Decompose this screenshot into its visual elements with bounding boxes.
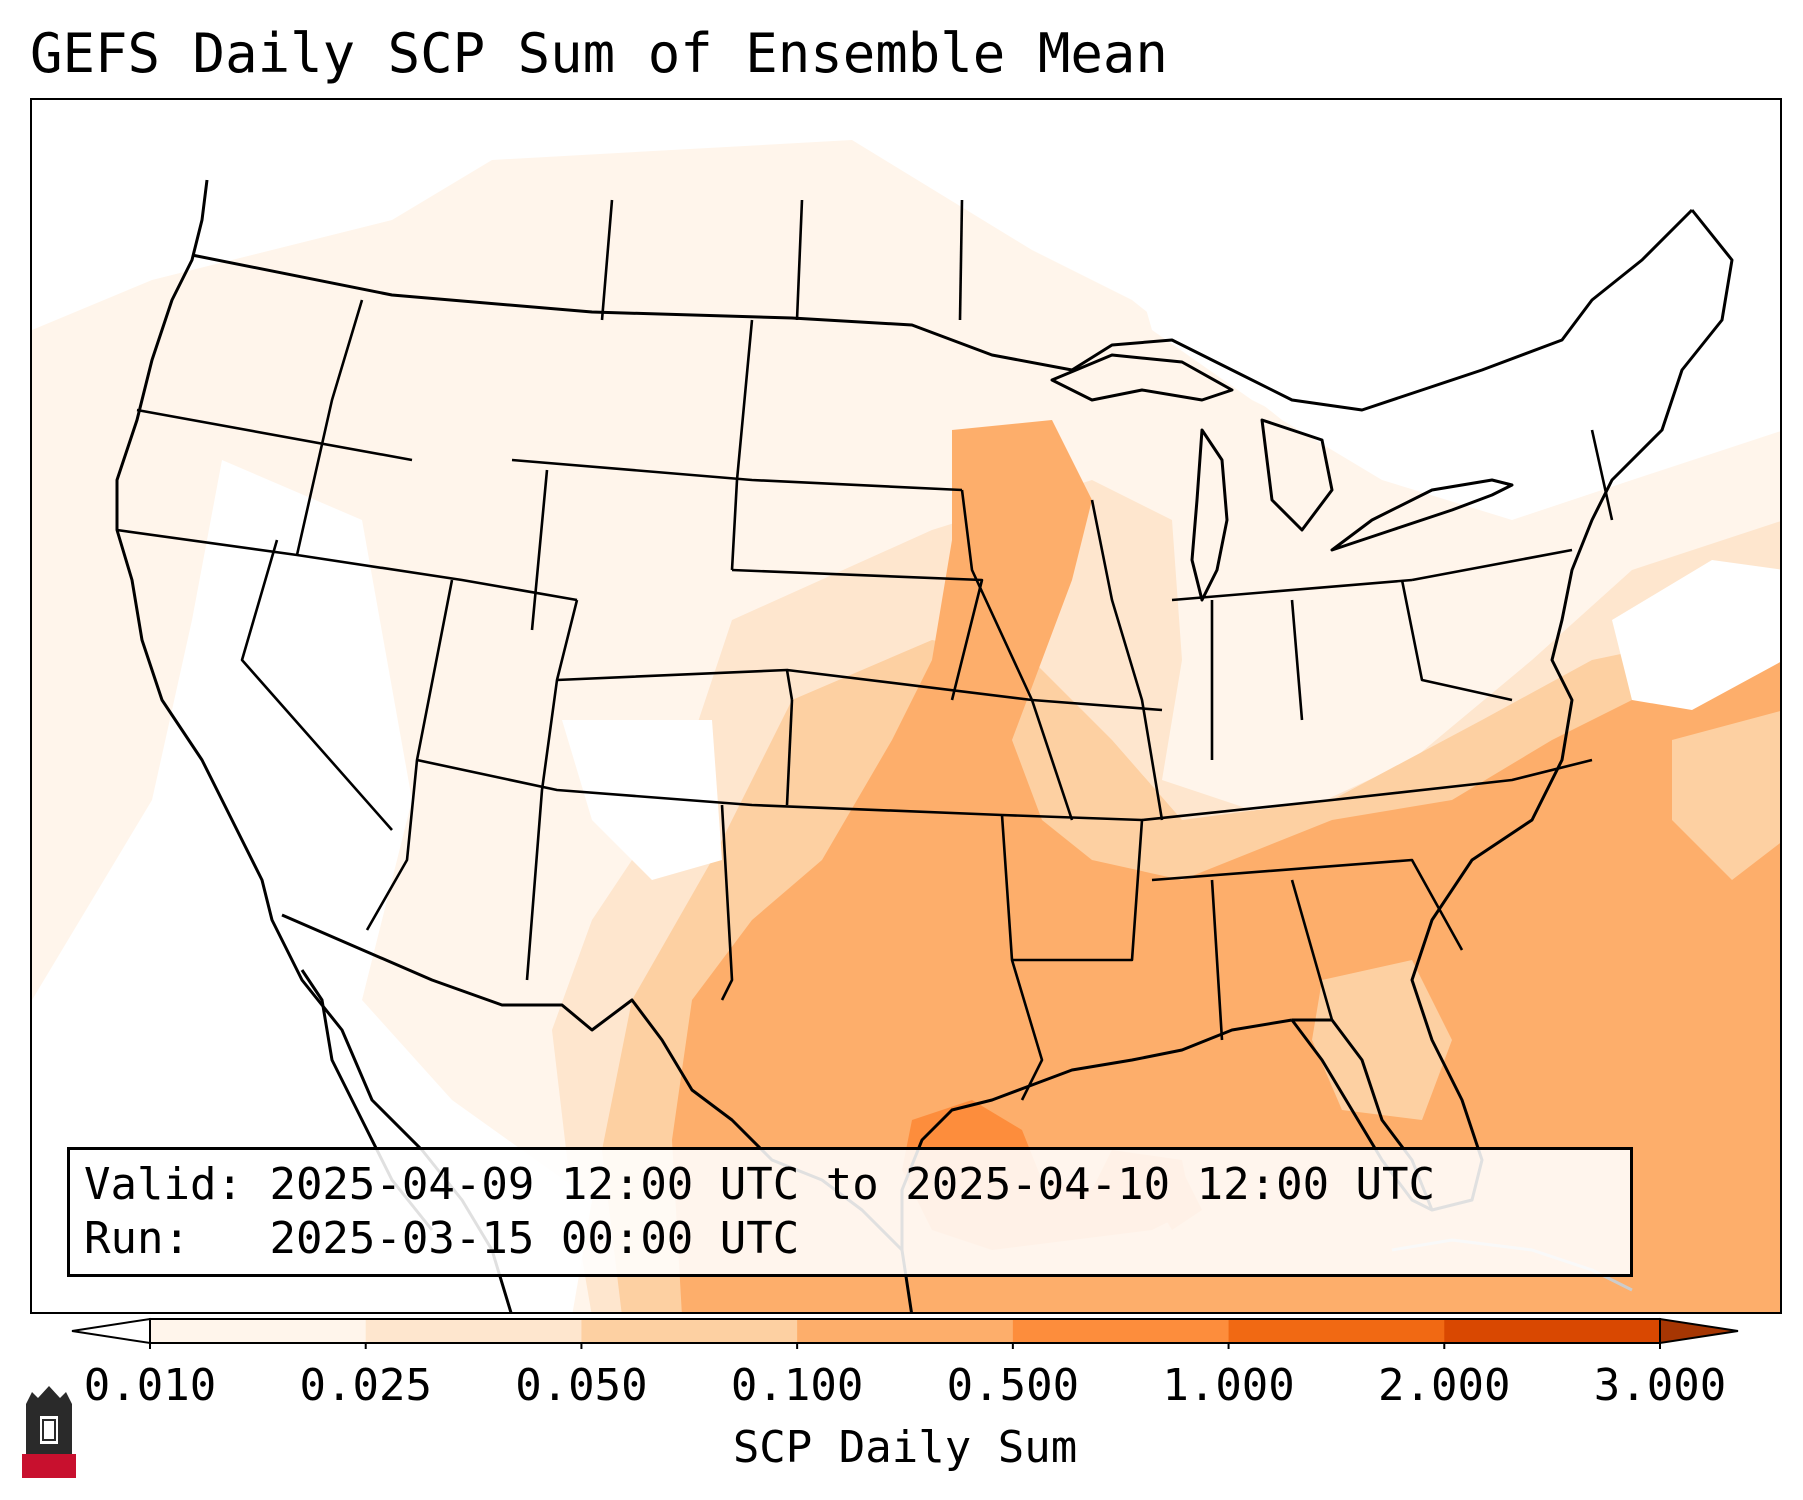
colorbar	[71, 1317, 1739, 1349]
state-line	[1000, 814, 1044, 1101]
colorbar-label: SCP Daily Sum	[732, 1422, 1078, 1473]
colorbar-tick-label: 0.025	[299, 1360, 432, 1411]
lake-michigan	[1190, 428, 1229, 602]
state-line	[720, 804, 734, 1001]
scp-field-none-sw	[562, 720, 722, 880]
colorbar-tick-label: 3.000	[1593, 1360, 1727, 1411]
state-line	[731, 568, 984, 701]
colorbar-tick-label: 0.010	[83, 1360, 217, 1411]
state-line	[416, 758, 1003, 817]
run-value: 2025-03-15 00:00 UTC	[269, 1213, 800, 1264]
state-line	[600, 199, 614, 321]
colorbar-tick-label: 0.500	[946, 1360, 1080, 1411]
colorbar-segment	[581, 1319, 798, 1343]
state-line	[960, 489, 1034, 701]
state-line	[1171, 578, 1413, 602]
colorbar-extend-low	[71, 1317, 151, 1345]
state-line	[1090, 499, 1164, 821]
state-line	[365, 579, 454, 931]
colorbar-segment	[365, 1319, 582, 1343]
niu-logo	[22, 1386, 76, 1478]
colorbar-segment	[1228, 1319, 1445, 1343]
colorbar-tick-label: 0.100	[730, 1360, 864, 1411]
colorbar-segment	[150, 1319, 367, 1343]
state-line	[1290, 879, 1334, 1021]
colorbar-tick-label: 2.000	[1378, 1360, 1511, 1411]
us-canada-border	[191, 208, 1694, 412]
scp-field-high	[672, 420, 1780, 1312]
colorbar-segment	[797, 1319, 1014, 1343]
valid-line: Valid: 2025-04-09 12:00 UTC to 2025-04-1…	[84, 1158, 1616, 1212]
map-panel	[30, 98, 1782, 1314]
lake-superior	[1050, 353, 1234, 402]
colorbar-tick-label: 0.050	[515, 1360, 648, 1411]
state-line	[785, 699, 794, 806]
logo-window-grid	[42, 1419, 56, 1441]
colorbar-extend-high	[1659, 1317, 1739, 1345]
lake-erie-ontario	[1330, 478, 1514, 552]
logo-base	[22, 1454, 76, 1478]
state-line	[1400, 579, 1513, 702]
state-line	[116, 528, 578, 602]
pacific-coastline	[115, 179, 513, 1312]
scp-field-none-atl	[1612, 560, 1780, 710]
colorbar-segment	[1012, 1319, 1230, 1343]
colorbar-tick-label: 1.000	[1162, 1360, 1295, 1411]
state-line	[1210, 879, 1224, 1041]
state-line	[1290, 599, 1304, 721]
colorbar-segment	[1444, 1319, 1661, 1343]
state-line	[136, 408, 413, 462]
valid-label: Valid:	[84, 1159, 243, 1210]
logo-door	[40, 1416, 58, 1444]
state-line	[511, 458, 963, 492]
scp-field	[32, 140, 1780, 1312]
state-line	[525, 599, 579, 981]
scp-field-none-west	[32, 460, 592, 1312]
state-line	[1141, 758, 1593, 822]
run-line: Run: 2025-03-15 00:00 UTC	[84, 1212, 1616, 1266]
lake-huron	[1260, 418, 1334, 532]
run-label: Run:	[84, 1213, 190, 1264]
state-line	[1030, 699, 1074, 821]
state-line	[530, 469, 549, 631]
state-line	[795, 199, 804, 321]
state-line	[1411, 548, 1573, 582]
state-line	[1151, 858, 1464, 951]
scp-field-patch-2	[1312, 960, 1452, 1120]
state-line	[958, 199, 964, 321]
valid-value: 2025-04-09 12:00 UTC to 2025-04-10 12:00…	[269, 1159, 1436, 1210]
state-line	[295, 299, 364, 556]
state-lines	[116, 199, 1614, 1101]
scp-field-patch	[1672, 711, 1780, 880]
valid-run-info-box: Valid: 2025-04-09 12:00 UTC to 2025-04-1…	[67, 1147, 1633, 1277]
state-line	[1590, 429, 1614, 521]
map-title: GEFS Daily SCP Sum of Ensemble Mean	[30, 22, 1168, 85]
state-line	[240, 539, 393, 831]
colorbar-frame	[149, 1318, 1661, 1344]
map-svg	[32, 100, 1780, 1312]
